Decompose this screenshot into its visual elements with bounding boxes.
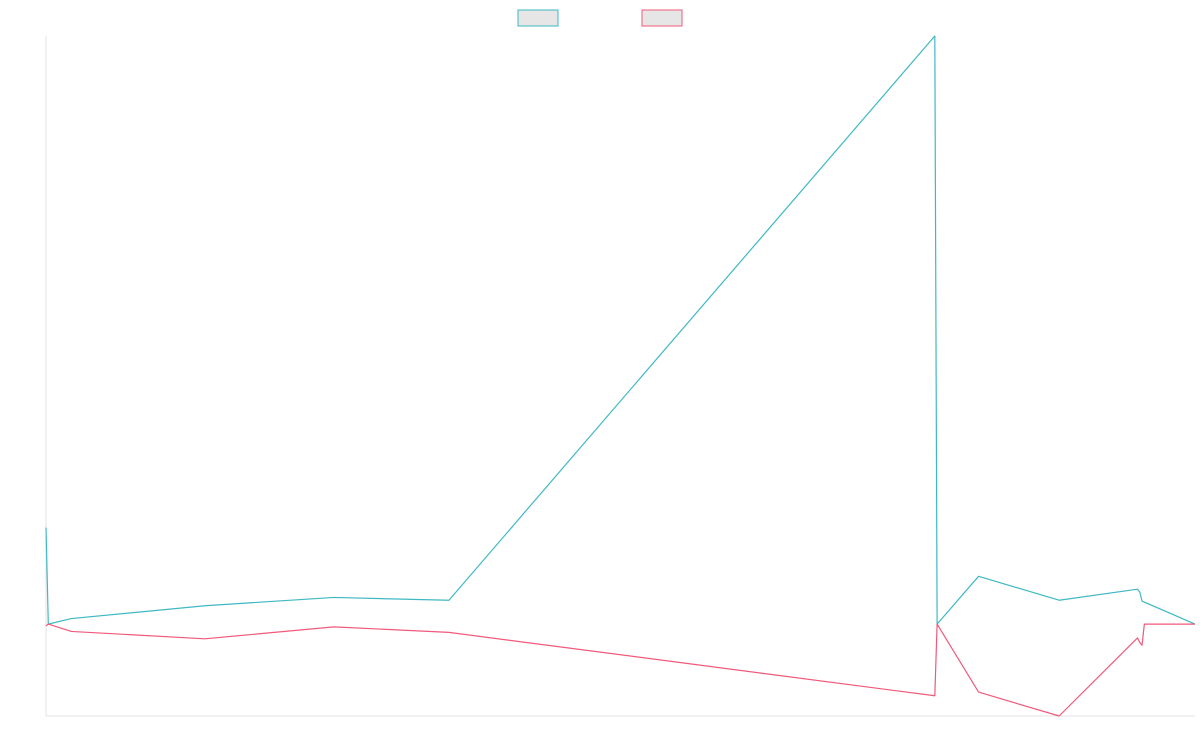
- series-line-1: [45, 35, 1196, 625]
- legend-swatch-1[interactable]: [517, 9, 559, 27]
- series-line-2: [45, 623, 1195, 717]
- series-layer: [45, 35, 1196, 717]
- axes: [45, 36, 1195, 717]
- legend-swatch-2[interactable]: [641, 9, 683, 27]
- legend: [517, 9, 683, 27]
